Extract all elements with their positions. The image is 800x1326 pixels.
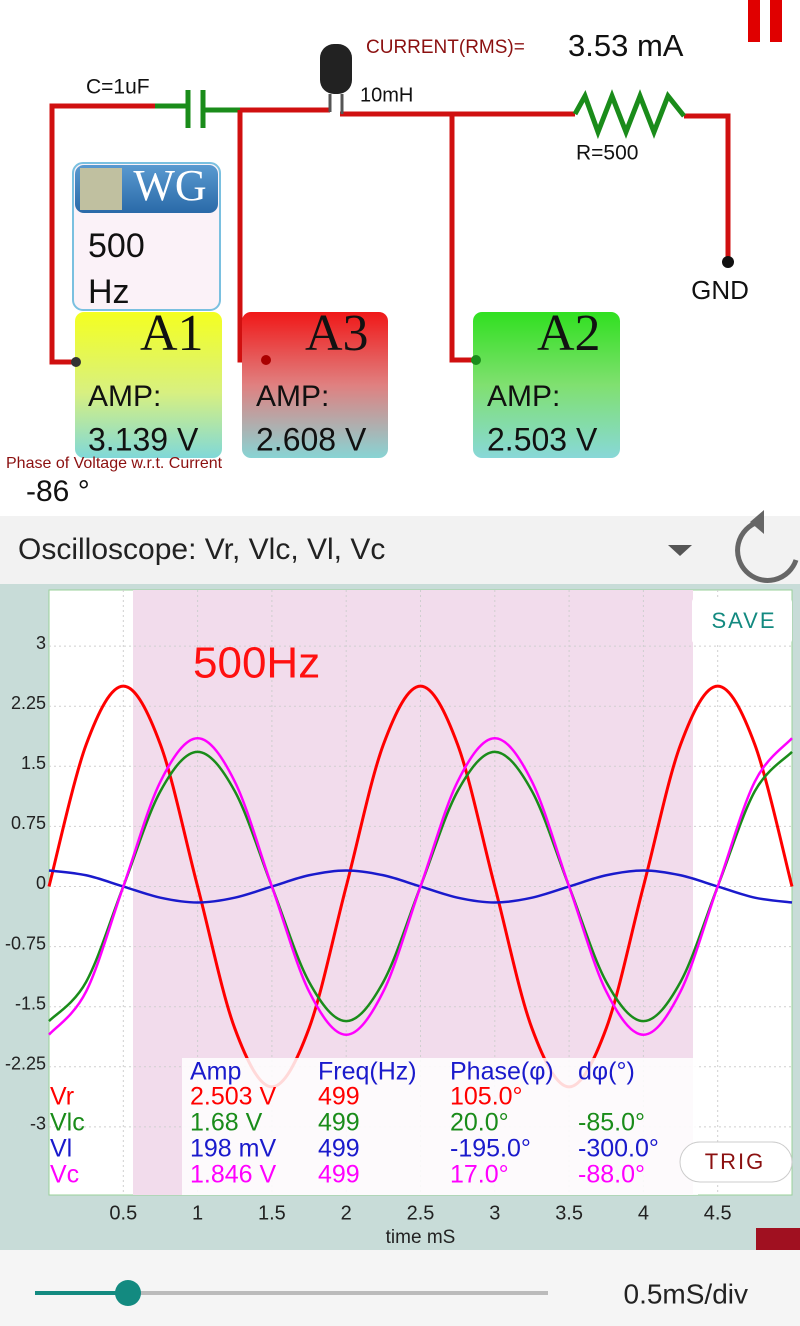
annotation: 500Hz [193,639,320,688]
readout-header: Freq(Hz) [318,1058,417,1086]
readout-panel [182,1058,698,1195]
series-line [48,736,793,1036]
timebase: 0.5mS/div [624,1278,749,1309]
probe-value: 2.608 V [256,421,367,457]
x-tick-label: 3 [489,1202,500,1224]
readout-cell: 105.0° [450,1083,523,1111]
readout-cell: -195.0° [450,1135,531,1163]
y-tick-label: -0.75 [5,933,46,953]
readout-cell: 2.503 V [190,1083,277,1111]
legend-entry: Vr [50,1083,74,1111]
readout-header: dφ(°) [578,1058,635,1086]
x-axis-label: time mS [386,1227,456,1248]
probe-label: AMP: [256,380,329,413]
legend-entry: Vlc [50,1109,85,1137]
trig-button[interactable] [679,1141,793,1183]
phase-value: -86 ° [26,475,90,508]
x-tick-label: 1 [192,1202,203,1224]
probe-node [471,355,481,365]
readout-cell: 20.0° [450,1109,509,1137]
wires [49,89,731,365]
readout-cell: 499 [318,1161,360,1189]
y-tick-label: -3 [30,1114,46,1134]
probe-value: 2.503 V [487,421,598,457]
y-tick-label: -2.25 [5,1054,46,1074]
current-value: 3.53 mA [568,28,684,63]
refresh-icon[interactable] [735,519,799,583]
inductor[interactable] [320,44,352,94]
corner-indicator [756,1228,800,1250]
probe-name: A1 [140,305,204,362]
y-tick-label: 1.5 [21,753,46,773]
save-button[interactable] [692,598,792,644]
dropdown-arrow[interactable] [668,545,692,556]
selector-bar [0,516,800,584]
scope-selector[interactable]: Oscilloscope: Vr, Vlc, Vl, Vc [18,533,385,566]
phase-label: Phase of Voltage w.r.t. Current [6,455,223,472]
x-tick-label: 0.5 [109,1202,137,1224]
readout: Amp Freq(Hz) Phase(φ) dφ(°) Vr 2.503 V 499 105.… [50,1058,659,1189]
readout-cell: 1.68 V [190,1109,263,1137]
readout-cell: 17.0° [450,1161,509,1189]
readout-cell: -88.0° [578,1161,645,1189]
readout-cell: 198 mV [190,1135,276,1163]
y-tick-label: 0 [36,873,46,893]
x-tick-label: 4.5 [704,1202,732,1224]
readout-cell: 1.846 V [190,1161,277,1189]
y-tick-label: 3 [36,633,46,653]
y-tick-label: 0.75 [11,813,46,833]
probe-name: A3 [305,305,369,362]
readout-cell: 499 [318,1135,360,1163]
x-tick-label: 2 [341,1202,352,1224]
generator-unit: Hz [88,273,130,311]
resistor-label: R=500 [576,142,638,165]
probe-name: A2 [537,305,601,362]
probe-box[interactable] [75,312,222,458]
current-label: CURRENT(RMS)= [366,37,525,58]
probe-box[interactable] [473,312,620,458]
trig-label[interactable]: TRIG [705,1149,766,1174]
save-label[interactable]: SAVE [711,608,776,633]
readout-header: Amp [190,1058,241,1086]
probe-node [261,355,271,365]
ground-label: GND [691,275,749,305]
generator-title: WG [133,161,206,210]
x-tick-label: 1.5 [258,1202,286,1224]
readout-cell: 499 [318,1083,360,1111]
readout-cell: 499 [318,1109,360,1137]
legend-entry: Vl [50,1135,72,1163]
y-tick-label: -1.5 [15,993,46,1013]
readout-cell: -300.0° [578,1135,659,1163]
pause-bar[interactable] [748,0,760,42]
generator-icon [80,168,122,210]
y-tick-label: 2.25 [11,693,46,713]
slider-knob[interactable] [115,1280,141,1306]
refresh-arrow [750,510,764,534]
readout-cell: -85.0° [578,1109,645,1137]
x-tick-label: 4 [638,1202,649,1224]
probe-box[interactable] [242,312,388,458]
readout-header: Phase(φ) [450,1058,554,1086]
probe-value: 3.139 V [88,421,199,457]
probe-label: AMP: [487,380,560,413]
generator-frequency: 500 [88,227,145,265]
x-tick-label: 2.5 [407,1202,435,1224]
series-line [47,684,794,1089]
probe-node [71,357,81,367]
inductor-label: 10mH [360,84,413,106]
x-tick-label: 3.5 [555,1202,583,1224]
ground-node [722,256,734,268]
probe-label: AMP: [88,380,161,413]
pause-bar[interactable] [770,0,782,42]
legend-entry: Vc [50,1161,79,1189]
capacitor-label: C=1uF [86,76,150,99]
